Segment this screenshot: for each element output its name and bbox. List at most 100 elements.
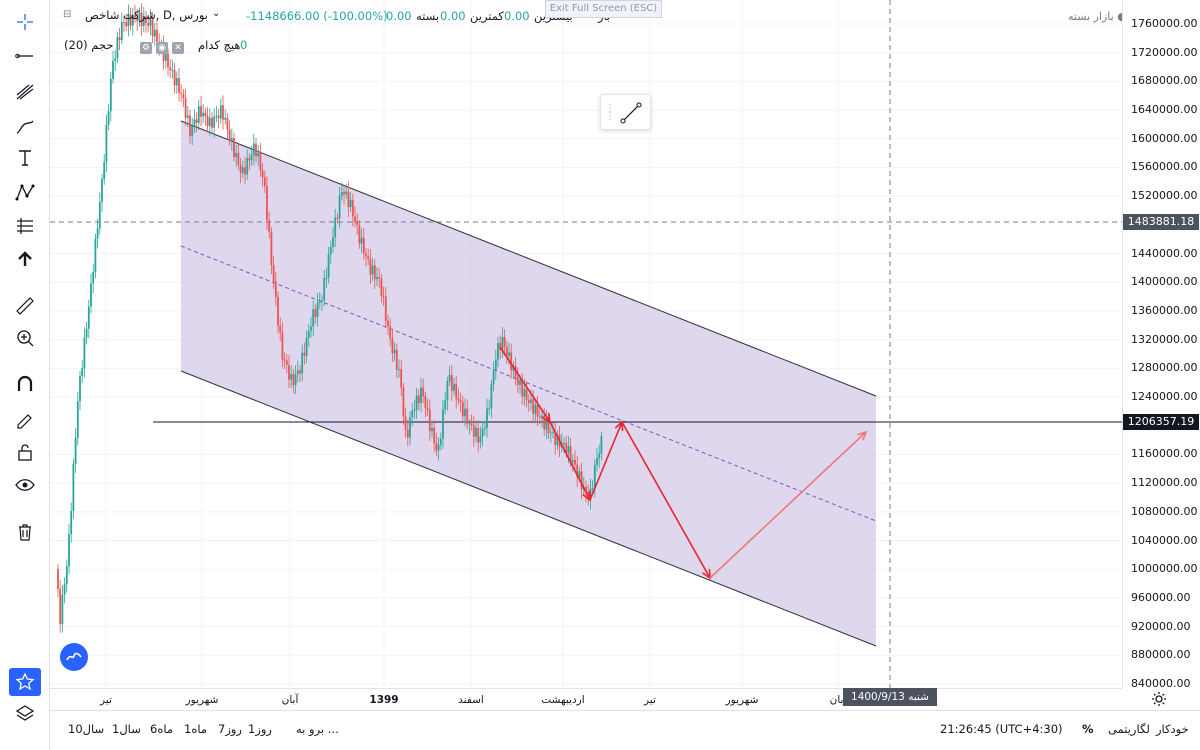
chevron-down-icon[interactable]: ⌄	[212, 8, 221, 19]
candle-body	[85, 328, 88, 338]
candle-body	[200, 106, 202, 117]
candle-body	[257, 153, 260, 157]
range-button[interactable]: 7روز	[218, 722, 242, 736]
trash-icon[interactable]	[9, 518, 41, 546]
eye-icon[interactable]	[9, 471, 41, 499]
study-settings-icon[interactable]: ⚙	[140, 42, 152, 54]
drawing-floating-toolbar[interactable]: ⋮ ⋮	[600, 94, 651, 130]
candle-body	[244, 167, 246, 175]
candle-body	[435, 442, 438, 451]
candle-body	[294, 374, 297, 386]
candle-body	[547, 420, 550, 434]
candle-body	[252, 143, 255, 156]
candle-body	[303, 352, 306, 356]
text-icon[interactable]	[9, 144, 41, 172]
candle-body	[83, 337, 86, 369]
candle-body	[417, 395, 420, 404]
candle-body	[213, 116, 216, 128]
volume-study-label[interactable]: حجم (20)	[64, 38, 114, 52]
candle-body	[230, 138, 233, 141]
candle-body	[351, 199, 354, 217]
candle-body	[373, 265, 376, 280]
candle-body	[184, 98, 187, 118]
candle-body	[96, 228, 99, 239]
candle-body	[76, 401, 79, 438]
favorite-star-icon[interactable]	[9, 668, 41, 696]
candle-body	[59, 588, 62, 625]
settings-icon[interactable]	[1150, 690, 1168, 712]
lock-icon[interactable]	[9, 438, 41, 466]
candle-body	[259, 153, 262, 171]
goto-date-button[interactable]: برو به ...	[296, 722, 339, 736]
trend-line-icon[interactable]	[9, 42, 41, 70]
candle-body	[503, 337, 506, 347]
candle-body	[450, 375, 453, 391]
price-tick: 1760000.00	[1131, 17, 1198, 30]
lock-drawing-icon[interactable]	[9, 404, 41, 432]
prediction-icon[interactable]	[9, 212, 41, 240]
legend-change: -1148666.00 (-100.00%)	[246, 9, 388, 23]
time-tick: شهریور	[185, 694, 219, 706]
range-button[interactable]: 6ماه	[150, 722, 174, 736]
indicator-value: 0	[240, 38, 248, 52]
candle-body	[345, 191, 348, 195]
candle-body	[246, 158, 249, 175]
candle-body	[593, 465, 596, 488]
collapse-legend-icon[interactable]: ⊟	[63, 9, 72, 20]
drag-handle-icon[interactable]: ⋮ ⋮	[605, 103, 615, 122]
candle-body	[197, 106, 200, 123]
candle-body	[472, 425, 475, 437]
brush-icon[interactable]	[9, 112, 41, 140]
legend-symbol[interactable]: شرکت شاخص, D, بورس	[85, 8, 208, 22]
candle-body	[402, 387, 405, 417]
chart-area[interactable]	[50, 0, 1200, 688]
trend-line-tool-icon[interactable]	[619, 101, 643, 125]
zoom-in-icon[interactable]	[9, 324, 41, 352]
candle-body	[65, 566, 68, 585]
projection-arrows	[499, 346, 868, 580]
candle-body	[453, 383, 455, 391]
candle-body	[277, 297, 279, 326]
range-button[interactable]: 1سال	[112, 722, 141, 736]
auto-scale-toggle[interactable]: خودکار	[1156, 722, 1189, 736]
range-button[interactable]: 1روز	[248, 722, 272, 736]
candle-body	[235, 152, 238, 158]
price-tick: 880000.00	[1131, 648, 1191, 662]
candle-body	[516, 377, 519, 385]
candle-body	[431, 427, 433, 432]
candle-body	[70, 510, 73, 535]
chart-logo[interactable]	[60, 643, 88, 671]
price-tick: 1600000.00	[1131, 131, 1198, 145]
exit-fullscreen-button[interactable]: Exit Full Screen (ESC)	[545, 0, 662, 18]
price-tick: 1400000.00	[1131, 275, 1198, 289]
ruler-icon[interactable]	[9, 292, 41, 320]
study-visibility-icon[interactable]: ◉	[156, 39, 168, 54]
candle-body	[81, 368, 84, 376]
candle-body	[131, 14, 134, 26]
clock[interactable]: 21:26:45 (UTC+4:30)	[940, 722, 1063, 736]
price-chart[interactable]	[50, 0, 1122, 688]
arrow-up-icon[interactable]	[9, 245, 41, 273]
candle-body	[92, 271, 95, 284]
fib-icon[interactable]	[9, 78, 41, 106]
study-remove-icon[interactable]: ✕	[172, 39, 184, 54]
crosshair-price-label: 1483881.18	[1123, 214, 1199, 230]
candle-body	[543, 415, 546, 430]
candle-body	[215, 115, 218, 117]
candle-body	[523, 389, 526, 397]
candle-body	[261, 170, 264, 178]
layers-icon[interactable]	[9, 700, 41, 728]
candle-body	[114, 58, 117, 61]
magnet-icon[interactable]	[9, 370, 41, 398]
time-tick: تیر	[100, 694, 112, 706]
candle-body	[360, 237, 363, 244]
log-toggle[interactable]: لگاریتمی	[1108, 722, 1150, 736]
percent-toggle[interactable]: %	[1082, 722, 1094, 736]
range-button[interactable]: 1ماه	[184, 722, 208, 736]
time-axis[interactable]: تیر شهریور آبان 1399 اسفند اردیبهشت تیر شهریور آ…	[50, 688, 1122, 710]
price-tick: 1280000.00	[1131, 361, 1198, 375]
range-button[interactable]: 10سال	[68, 722, 105, 736]
price-axis[interactable]: 1760000.00 1720000.00 1680000.00 1640000.00…	[1122, 0, 1200, 690]
crosshair-icon[interactable]	[9, 8, 41, 36]
pattern-icon[interactable]	[9, 178, 41, 206]
